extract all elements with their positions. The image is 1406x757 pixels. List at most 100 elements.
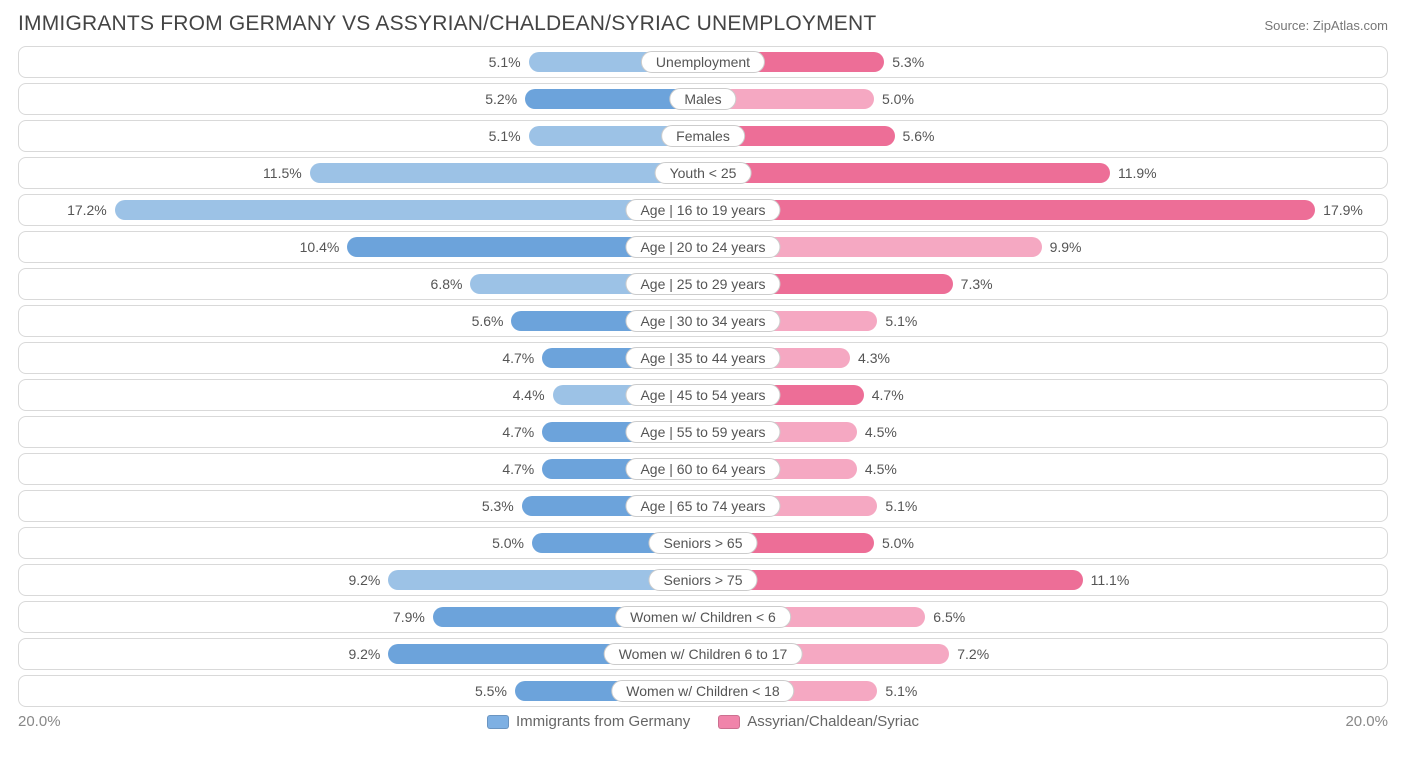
category-label: Youth < 25 [655,162,752,184]
axis-max-left: 20.0% [18,713,61,730]
chart-row: 10.4% 9.9% Age | 20 to 24 years [18,231,1388,263]
chart-row: 4.7% 4.5% Age | 60 to 64 years [18,453,1388,485]
value-left: 9.2% [348,646,380,662]
right-half: 9.9% [703,232,1387,262]
axis-max-right: 20.0% [1345,713,1388,730]
right-half: 5.3% [703,47,1387,77]
chart-row: 5.1% 5.6% Females [18,120,1388,152]
value-right: 5.3% [892,54,924,70]
legend-item-left: Immigrants from Germany [487,713,690,730]
value-left: 11.5% [263,165,302,181]
source-attribution: Source: ZipAtlas.com [1264,18,1388,33]
value-left: 4.7% [502,461,534,477]
left-half: 4.7% [19,454,703,484]
category-label: Seniors > 65 [649,532,758,554]
chart-row: 5.1% 5.3% Unemployment [18,46,1388,78]
category-label: Seniors > 75 [649,569,758,591]
right-half: 5.1% [703,306,1387,336]
value-left: 9.2% [348,572,380,588]
chart-row: 5.2% 5.0% Males [18,83,1388,115]
value-left: 5.0% [492,535,524,551]
value-right: 5.0% [882,535,914,551]
legend-swatch-left [487,715,509,729]
value-right: 11.1% [1091,572,1130,588]
value-right: 4.5% [865,424,897,440]
right-half: 11.9% [703,158,1387,188]
legend-label-right: Assyrian/Chaldean/Syriac [747,713,919,730]
left-half: 5.1% [19,47,703,77]
right-half: 4.5% [703,417,1387,447]
category-label: Age | 60 to 64 years [625,458,780,480]
chart-row: 11.5% 11.9% Youth < 25 [18,157,1388,189]
chart-row: 7.9% 6.5% Women w/ Children < 6 [18,601,1388,633]
value-right: 11.9% [1118,165,1157,181]
left-half: 5.1% [19,121,703,151]
left-half: 17.2% [19,195,703,225]
category-label: Females [661,125,745,147]
right-half: 5.1% [703,676,1387,706]
legend-label-left: Immigrants from Germany [516,713,690,730]
chart-row: 17.2% 17.9% Age | 16 to 19 years [18,194,1388,226]
value-right: 4.3% [858,350,890,366]
left-half: 5.6% [19,306,703,336]
value-left: 5.6% [472,313,504,329]
value-left: 4.7% [502,424,534,440]
value-right: 6.5% [933,609,965,625]
value-right: 4.5% [865,461,897,477]
value-right: 5.0% [882,91,914,107]
value-left: 7.9% [393,609,425,625]
bar-left [115,200,703,220]
category-label: Age | 30 to 34 years [625,310,780,332]
right-half: 7.3% [703,269,1387,299]
right-half: 5.6% [703,121,1387,151]
left-half: 4.7% [19,417,703,447]
value-right: 5.1% [885,313,917,329]
value-left: 17.2% [67,202,107,218]
value-left: 5.1% [489,54,521,70]
category-label: Women w/ Children < 18 [611,680,794,702]
chart-row: 5.5% 5.1% Women w/ Children < 18 [18,675,1388,707]
right-half: 4.7% [703,380,1387,410]
right-half: 5.1% [703,491,1387,521]
left-half: 5.0% [19,528,703,558]
value-right: 5.6% [903,128,935,144]
chart-footer: 20.0% Immigrants from Germany Assyrian/C… [18,713,1388,730]
left-half: 10.4% [19,232,703,262]
value-left: 4.4% [513,387,545,403]
left-half: 9.2% [19,565,703,595]
right-half: 5.0% [703,528,1387,558]
value-left: 5.2% [485,91,517,107]
value-right: 5.1% [885,498,917,514]
bar-right [703,200,1315,220]
chart-row: 9.2% 11.1% Seniors > 75 [18,564,1388,596]
category-label: Age | 65 to 74 years [625,495,780,517]
right-half: 17.9% [703,195,1387,225]
category-label: Women w/ Children < 6 [615,606,791,628]
value-left: 4.7% [502,350,534,366]
value-right: 17.9% [1323,202,1363,218]
right-half: 11.1% [703,565,1387,595]
bar-right [703,163,1110,183]
chart-row: 5.0% 5.0% Seniors > 65 [18,527,1388,559]
left-half: 7.9% [19,602,703,632]
category-label: Males [669,88,736,110]
right-half: 4.3% [703,343,1387,373]
value-right: 7.2% [957,646,989,662]
left-half: 5.3% [19,491,703,521]
left-half: 5.2% [19,84,703,114]
category-label: Age | 20 to 24 years [625,236,780,258]
value-left: 5.3% [482,498,514,514]
chart-row: 4.7% 4.5% Age | 55 to 59 years [18,416,1388,448]
diverging-bar-chart: 5.1% 5.3% Unemployment 5.2% 5.0% Males 5… [18,46,1388,707]
value-left: 5.1% [489,128,521,144]
value-right: 5.1% [885,683,917,699]
legend-swatch-right [718,715,740,729]
value-left: 6.8% [431,276,463,292]
left-half: 4.7% [19,343,703,373]
chart-row: 5.3% 5.1% Age | 65 to 74 years [18,490,1388,522]
category-label: Age | 16 to 19 years [625,199,780,221]
value-right: 7.3% [961,276,993,292]
category-label: Unemployment [641,51,765,73]
category-label: Age | 45 to 54 years [625,384,780,406]
right-half: 7.2% [703,639,1387,669]
